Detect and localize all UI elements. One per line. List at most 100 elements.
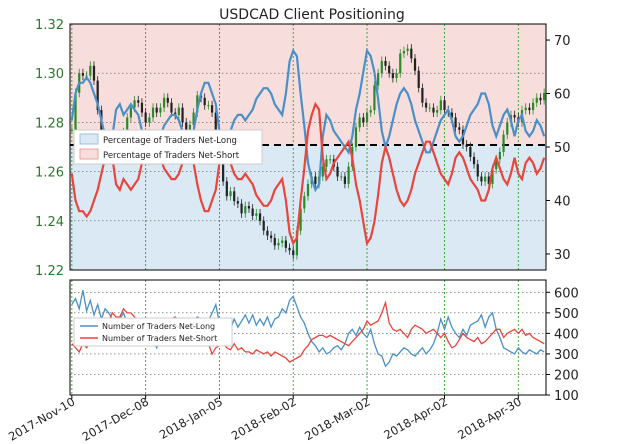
candle-body <box>140 102 144 113</box>
candle-body <box>240 203 243 214</box>
date-tick-label-2: 2018-Jan-05 <box>157 394 225 441</box>
candle-body <box>177 107 180 116</box>
candle-body <box>247 206 251 209</box>
candle-body <box>343 176 347 184</box>
candle-body <box>336 166 339 177</box>
count-tick-label-1: 200 <box>554 368 579 383</box>
candle-body <box>432 107 435 113</box>
bottom-legend-box <box>73 317 233 347</box>
candle-body <box>244 206 247 214</box>
candle-body <box>340 176 343 178</box>
candle-body <box>148 117 151 123</box>
price-tick-label-2: 1.26 <box>35 166 64 181</box>
candle-body <box>484 176 487 182</box>
candle-body <box>428 107 431 109</box>
bottom-legend: Number of Traders Net-Long Number of Tra… <box>73 317 233 347</box>
candle-body <box>454 117 457 128</box>
candle-body <box>321 166 324 177</box>
candle-body <box>210 105 214 113</box>
price-axis: 1.22 1.24 1.26 1.28 1.30 1.32 <box>35 18 64 279</box>
candle-body <box>251 208 254 216</box>
candle-body <box>203 97 206 106</box>
candle-body <box>292 250 295 256</box>
candle-body <box>129 107 132 118</box>
candle-body <box>288 247 291 251</box>
candle-body <box>495 159 498 170</box>
candle-body <box>487 176 490 184</box>
bottom-panel-frame <box>69 279 547 396</box>
candle-body <box>391 73 394 79</box>
candle-body <box>413 58 417 71</box>
date-axis: 2017-Nov-10 2017-Dec-08 2018-Jan-05 2018-Fe… <box>6 394 524 443</box>
candle-body <box>89 65 92 76</box>
candle-body <box>439 100 442 111</box>
candle-body <box>229 191 232 197</box>
price-tick-label-3: 1.28 <box>35 116 64 131</box>
candle-body <box>377 73 380 86</box>
candle-body <box>281 240 284 243</box>
legend-count-long-label: Number of Traders Net-Long <box>102 322 215 331</box>
bottom-panel: 100 200 300 400 500 600 Number of Traders Net… <box>69 279 579 404</box>
count-tick-label-3: 400 <box>554 327 579 342</box>
candle-body <box>329 159 332 161</box>
candle-body <box>277 242 280 246</box>
candle-body <box>502 134 505 152</box>
candle-body <box>92 65 96 81</box>
candle-body <box>406 48 409 52</box>
percent-tick-label-2: 50 <box>554 141 571 156</box>
candle-body <box>207 105 210 107</box>
candle-body <box>159 107 162 113</box>
candle-body <box>306 183 310 197</box>
candle-body <box>539 97 542 101</box>
candle-body <box>299 208 302 231</box>
candle-body <box>325 159 328 167</box>
candle-body <box>384 60 387 66</box>
candle-body <box>498 151 501 160</box>
candle-body <box>388 65 391 74</box>
date-tick-label-1: 2017-Dec-08 <box>80 394 151 443</box>
candle-body <box>528 107 531 111</box>
candle-body <box>273 238 276 246</box>
date-tick-label-4: 2018-Mar-02 <box>302 394 372 443</box>
candle-body <box>266 230 269 236</box>
candle-body <box>74 92 77 130</box>
date-tick-label-3: 2018-Feb-02 <box>229 394 299 442</box>
percent-axis: 30 40 50 60 70 <box>546 34 571 263</box>
candle-body <box>155 107 158 113</box>
candle-body <box>181 107 184 123</box>
candle-body <box>358 117 361 128</box>
candle-body <box>81 73 85 76</box>
candle-body <box>531 102 535 111</box>
candle-body <box>535 97 538 103</box>
candle-body <box>166 97 169 103</box>
candle-body <box>543 92 546 101</box>
candle-body <box>443 100 446 111</box>
candle-body <box>144 112 147 123</box>
chart-title: USDCAD Client Positioning <box>219 7 405 23</box>
candle-body <box>506 122 509 135</box>
candle-body <box>236 201 239 204</box>
candle-body <box>295 230 299 256</box>
candle-body <box>96 80 99 111</box>
candle-body <box>137 100 140 103</box>
candle-body <box>410 48 413 59</box>
candle-body <box>476 164 479 177</box>
count-axis: 100 200 300 400 500 600 <box>546 286 579 404</box>
count-tick-label-0: 100 <box>554 389 579 404</box>
candle-body <box>524 107 527 111</box>
legend-count-short-label: Number of Traders Net-Short <box>102 334 217 343</box>
candle-body <box>373 85 376 111</box>
percent-tick-label-3: 60 <box>554 88 571 103</box>
candle-body <box>225 181 228 197</box>
candle-body <box>399 53 402 74</box>
date-tick-label-6: 2018-Apr-30 <box>455 394 524 442</box>
candle-body <box>233 191 236 202</box>
candle-body <box>436 110 439 113</box>
candle-body <box>395 73 398 79</box>
candle-body <box>421 87 424 103</box>
candle-body <box>354 127 358 147</box>
candle-body <box>100 110 103 143</box>
date-tick-label-0: 2017-Nov-10 <box>6 394 77 443</box>
candle-body <box>480 176 483 182</box>
